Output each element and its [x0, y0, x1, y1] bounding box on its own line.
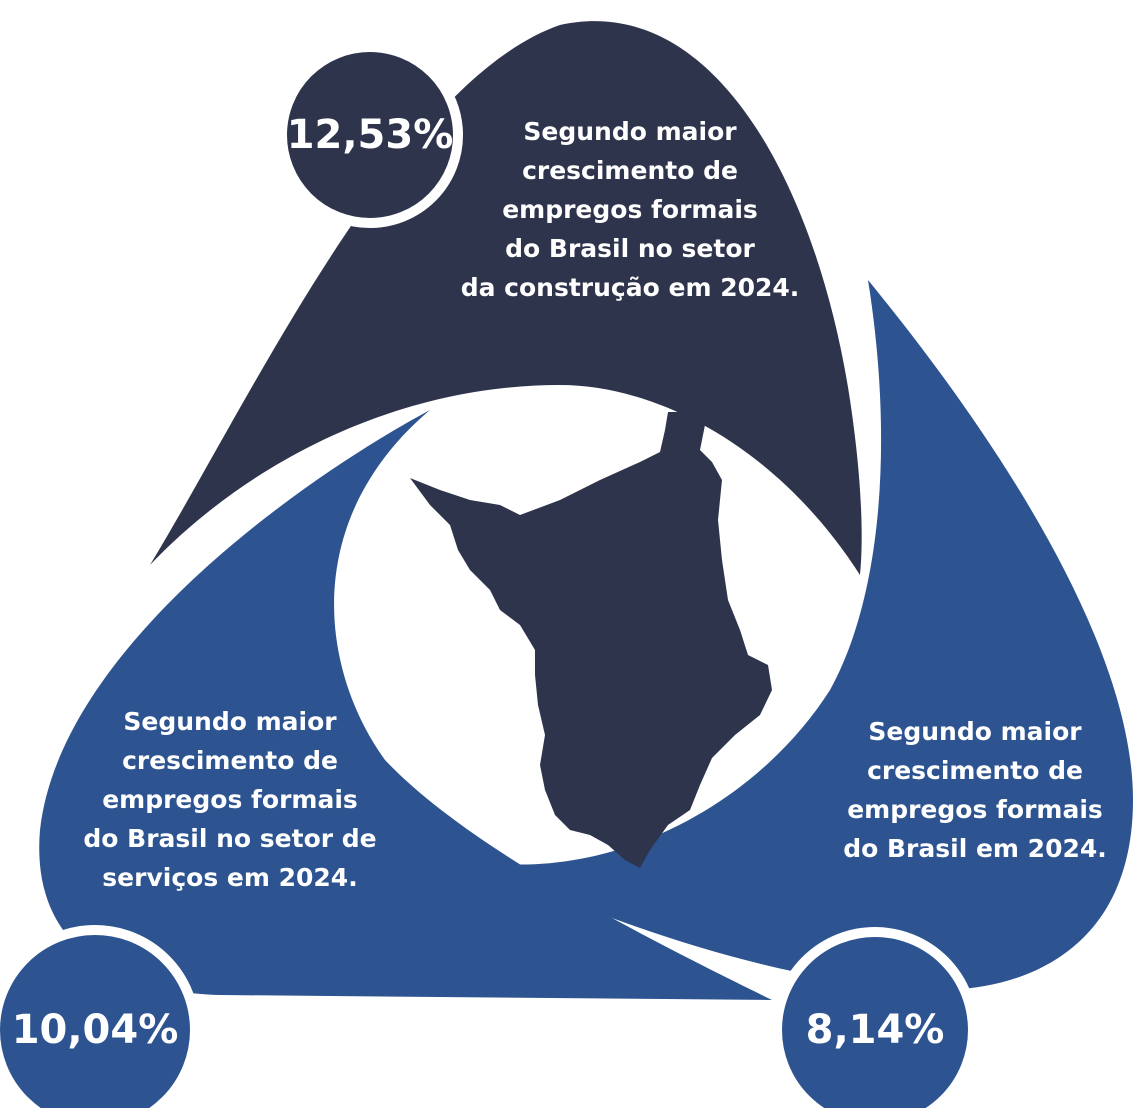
value-text: 12,53% [287, 112, 454, 158]
description-line: crescimento de [522, 156, 738, 185]
top-value-circle [277, 42, 463, 228]
description-line: crescimento de [867, 756, 1083, 785]
description-line: empregos formais [847, 795, 1103, 824]
right-swoosh [480, 280, 1133, 990]
description-line: do Brasil no setor [505, 234, 755, 263]
description-line: do Brasil no setor de [83, 824, 376, 853]
value-text: 8,14% [806, 1007, 945, 1053]
description-line: Segundo maior [523, 117, 737, 146]
description-line: crescimento de [122, 746, 338, 775]
top-swoosh [150, 21, 862, 575]
left-swoosh [39, 410, 773, 1000]
state-map [410, 412, 772, 868]
description-line: Segundo maior [123, 707, 337, 736]
value-text: 10,04% [12, 1007, 179, 1053]
description-line: serviços em 2024. [102, 863, 357, 892]
description-line: Segundo maior [868, 717, 1082, 746]
description-line: empregos formais [102, 785, 358, 814]
right-value-circle [772, 927, 978, 1108]
left-value-circle [0, 925, 200, 1108]
description-line: empregos formais [502, 195, 758, 224]
description-line: da construção em 2024. [461, 273, 800, 302]
description-line: do Brasil em 2024. [843, 834, 1107, 863]
